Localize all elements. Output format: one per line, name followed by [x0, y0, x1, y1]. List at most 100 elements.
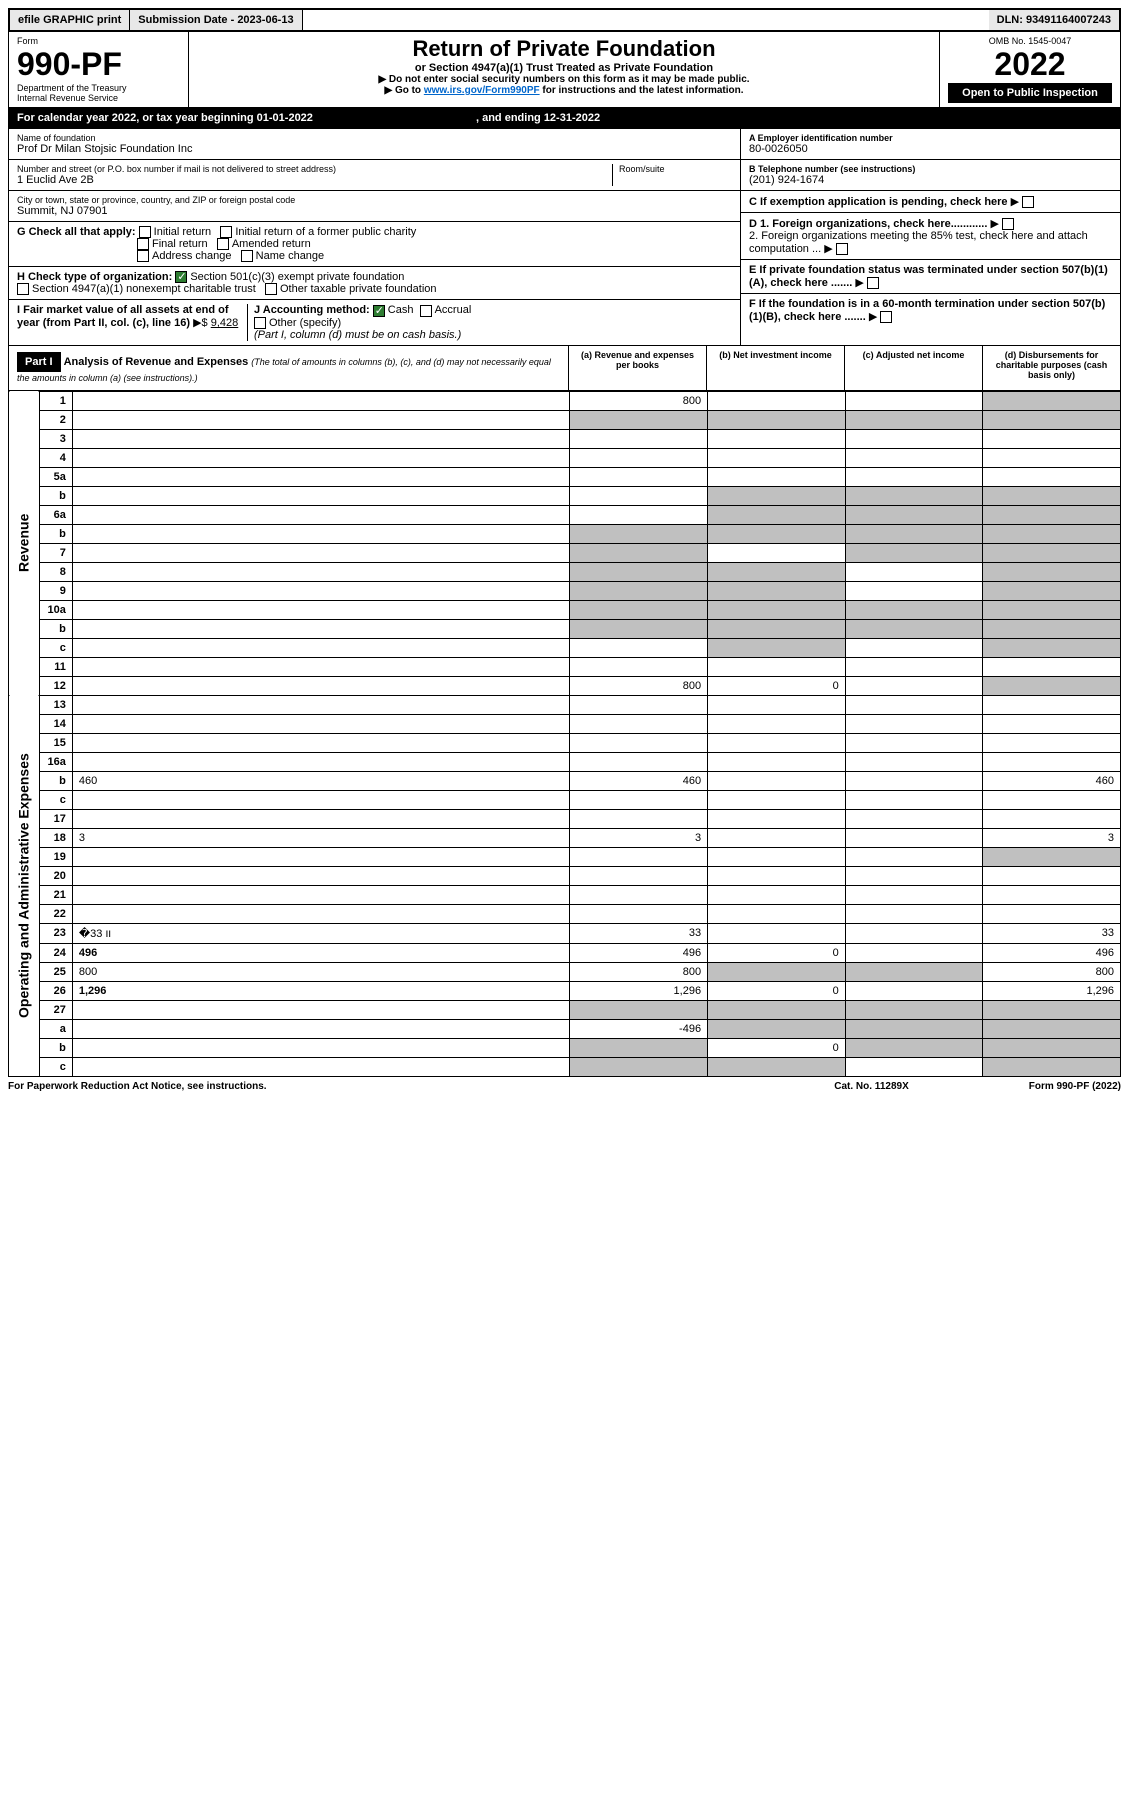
line-description: 1,296	[72, 981, 570, 1000]
col-c-value	[845, 695, 983, 714]
col-c-value	[845, 505, 983, 524]
col-b-value	[708, 505, 846, 524]
paperwork-notice: For Paperwork Reduction Act Notice, see …	[8, 1081, 267, 1092]
col-b-value	[708, 543, 846, 562]
line-number: 18	[39, 828, 72, 847]
col-c-value	[845, 885, 983, 904]
col-a-value: -496	[570, 1019, 708, 1038]
form-title: Return of Private Foundation	[197, 36, 931, 62]
addr-label: Number and street (or P.O. box number if…	[17, 164, 612, 174]
line-number: 9	[39, 581, 72, 600]
col-c-value	[845, 1000, 983, 1019]
col-d-header: (d) Disbursements for charitable purpose…	[983, 346, 1120, 390]
col-c-value	[845, 562, 983, 581]
initial-former-checkbox[interactable]	[220, 226, 232, 238]
line-description	[72, 809, 570, 828]
line-description	[72, 600, 570, 619]
line-number: 27	[39, 1000, 72, 1019]
4947a1-checkbox[interactable]	[17, 283, 29, 295]
col-c-value	[845, 619, 983, 638]
col-c-value	[845, 391, 983, 410]
col-d-value	[983, 619, 1121, 638]
exemption-pending-checkbox[interactable]	[1022, 196, 1034, 208]
table-row: 20	[9, 866, 1121, 885]
table-row: 8	[9, 562, 1121, 581]
table-row: 10a	[9, 600, 1121, 619]
foreign-org-checkbox[interactable]	[1002, 218, 1014, 230]
line-description	[72, 638, 570, 657]
col-b-header: (b) Net investment income	[707, 346, 845, 390]
cash-checkbox[interactable]	[373, 305, 385, 317]
other-method-checkbox[interactable]	[254, 317, 266, 329]
line-description	[72, 847, 570, 866]
submission-date: Submission Date - 2023-06-13	[130, 10, 302, 30]
instructions-link[interactable]: www.irs.gov/Form990PF	[424, 85, 540, 96]
accrual-checkbox[interactable]	[420, 305, 432, 317]
form-label: Form	[17, 36, 180, 46]
col-c-value	[845, 410, 983, 429]
line-description	[72, 714, 570, 733]
col-d-value	[983, 885, 1121, 904]
table-row: 128000	[9, 676, 1121, 695]
line-description	[72, 866, 570, 885]
note-goto: ▶ Go to www.irs.gov/Form990PF for instru…	[197, 85, 931, 96]
initial-return-checkbox[interactable]	[139, 226, 151, 238]
table-row: b	[9, 619, 1121, 638]
table-row: Revenue1800	[9, 391, 1121, 410]
open-public: Open to Public Inspection	[948, 83, 1112, 103]
other-taxable-checkbox[interactable]	[265, 283, 277, 295]
line-number: 12	[39, 676, 72, 695]
line-description: 800	[72, 962, 570, 981]
line-number: 4	[39, 448, 72, 467]
col-d-value	[983, 524, 1121, 543]
col-b-value	[708, 524, 846, 543]
507b1b-checkbox[interactable]	[880, 311, 892, 323]
col-d-value	[983, 1019, 1121, 1038]
table-row: 16a	[9, 752, 1121, 771]
name-change-checkbox[interactable]	[241, 250, 253, 262]
col-b-value	[708, 581, 846, 600]
col-b-value	[708, 448, 846, 467]
line-number: b	[39, 1038, 72, 1057]
col-d-value	[983, 904, 1121, 923]
col-b-value	[708, 828, 846, 847]
form-subtitle: or Section 4947(a)(1) Trust Treated as P…	[197, 62, 931, 74]
col-d-value: 460	[983, 771, 1121, 790]
line-number: c	[39, 638, 72, 657]
line-description	[72, 1057, 570, 1076]
col-a-value	[570, 638, 708, 657]
507b1a-checkbox[interactable]	[867, 277, 879, 289]
col-d-value	[983, 809, 1121, 828]
col-b-value	[708, 486, 846, 505]
line-description	[72, 391, 570, 410]
top-bar: efile GRAPHIC print Submission Date - 20…	[8, 8, 1121, 32]
section-f: F If the foundation is in a 60-month ter…	[741, 294, 1120, 327]
cat-no: Cat. No. 11289X	[834, 1081, 908, 1092]
address-change-checkbox[interactable]	[137, 250, 149, 262]
line-number: 24	[39, 943, 72, 962]
col-a-value: 496	[570, 943, 708, 962]
street-address: 1 Euclid Ave 2B	[17, 174, 612, 186]
col-a-value	[570, 543, 708, 562]
col-a-value	[570, 448, 708, 467]
col-c-value	[845, 923, 983, 943]
col-b-value	[708, 391, 846, 410]
amended-return-checkbox[interactable]	[217, 238, 229, 250]
line-description	[72, 752, 570, 771]
dept: Department of the Treasury	[17, 83, 180, 93]
col-b-value	[708, 657, 846, 676]
table-row: b	[9, 524, 1121, 543]
col-a-value: 800	[570, 391, 708, 410]
note-ssn: ▶ Do not enter social security numbers o…	[197, 74, 931, 85]
col-d-value	[983, 429, 1121, 448]
line-description: 496	[72, 943, 570, 962]
final-return-checkbox[interactable]	[137, 238, 149, 250]
table-row: Operating and Administrative Expenses13	[9, 695, 1121, 714]
501c3-checkbox[interactable]	[175, 271, 187, 283]
line-description: 3	[72, 828, 570, 847]
col-c-value	[845, 657, 983, 676]
form-header: Form 990-PF Department of the Treasury I…	[8, 32, 1121, 108]
line-number: b	[39, 771, 72, 790]
col-b-value: 0	[708, 943, 846, 962]
foreign-85-checkbox[interactable]	[836, 243, 848, 255]
